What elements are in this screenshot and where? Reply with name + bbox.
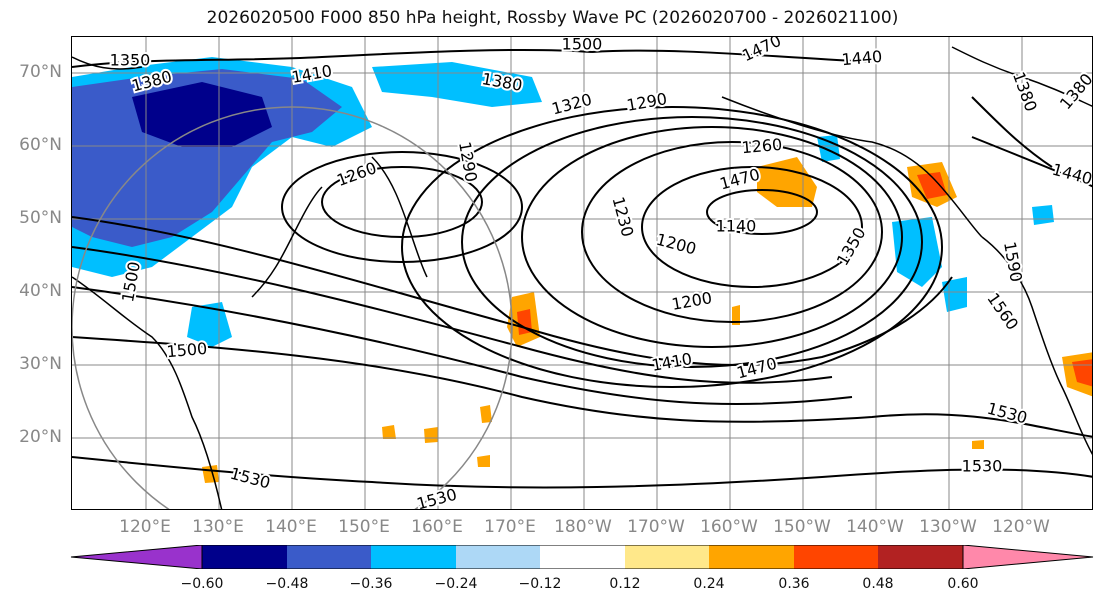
colorbar-segment: [625, 545, 709, 569]
colorbar-tick-label: −0.48: [265, 576, 309, 592]
height-contours: [72, 48, 1092, 489]
map-panel: 1350 1380 1410 1380 1500 1470 1440 1380 1320 1290…: [71, 36, 1093, 510]
colorbar-tick-label: −0.12: [518, 576, 562, 592]
colorbar-tick-label: −0.36: [349, 576, 393, 592]
latitude-label: 30°N: [19, 354, 62, 374]
colorbar-segment: [70, 545, 203, 569]
chart-title: 2026020500 F000 850 hPa height, Rossby W…: [206, 8, 899, 28]
colorbar-tick-label: −0.60: [180, 576, 224, 592]
contour-label: 1380: [1056, 70, 1093, 113]
longitude-label: 130°W: [919, 517, 977, 537]
longitude-label: 130°E: [192, 517, 244, 537]
contour-label: 1500: [166, 339, 208, 361]
colorbar-segment: [456, 545, 540, 569]
contour-label: 1470: [739, 37, 784, 65]
contour-label: 1440: [1050, 160, 1093, 189]
contour-label: 1260: [741, 135, 783, 157]
colorbar-tick-label: 0.60: [947, 576, 979, 592]
longitude-label: 120°W: [992, 517, 1050, 537]
longitude-label: 140°W: [846, 517, 904, 537]
latitude-label: 60°N: [19, 135, 62, 155]
contour-label: 1530: [985, 399, 1029, 428]
colorbar-tick-label: 0.12: [609, 576, 641, 592]
latitude-label: 50°N: [19, 208, 62, 228]
contour-label: 1530: [415, 485, 459, 510]
longitude-label: 150°E: [338, 517, 390, 537]
longitude-label: 140°E: [265, 517, 317, 537]
contour-label: 1560: [983, 289, 1022, 333]
longitude-label: 120°E: [119, 517, 171, 537]
colorbar-segment: [202, 545, 287, 569]
latitude-label: 20°N: [19, 427, 62, 447]
longitude-label: 170°E: [484, 517, 536, 537]
graticule: [72, 37, 1092, 509]
colorbar-segment: [962, 545, 1094, 569]
longitude-label: 160°E: [411, 517, 463, 537]
latitude-label: 40°N: [19, 281, 62, 301]
longitude-label: 180°W: [554, 517, 612, 537]
contour-label: 1200: [654, 230, 698, 259]
colorbar-segment: [709, 545, 794, 569]
latitude-label: 70°N: [19, 62, 62, 82]
contour-label: 1260: [334, 158, 379, 190]
contour-label: 1380: [1009, 69, 1041, 114]
longitude-label: 150°W: [773, 517, 831, 537]
contour-label: 1530: [962, 457, 1003, 476]
contour-label: 1530: [228, 464, 272, 493]
colorbar-segment: [540, 545, 625, 569]
colorbar-segment: [878, 545, 963, 569]
contour-label: 1350: [833, 224, 870, 269]
colorbar-tick-label: 0.48: [862, 576, 894, 592]
anomaly-shading: [72, 57, 1092, 483]
colorbar-tick-label: 0.36: [778, 576, 810, 592]
longitude-label: 160°W: [700, 517, 758, 537]
colorbar-tick-label: 0.24: [693, 576, 725, 592]
contour-label: 1140: [716, 217, 757, 236]
colorbar: [70, 545, 1094, 569]
longitude-label: 170°W: [627, 517, 685, 537]
contour-label: 1350: [110, 51, 151, 70]
contour-label: 1500: [562, 37, 603, 54]
colorbar-segment: [371, 545, 456, 569]
contour-label: 1230: [609, 195, 638, 239]
contour-label: 1290: [625, 89, 668, 115]
contour-label: 1440: [841, 47, 883, 69]
contour-label: 1470: [735, 354, 779, 383]
circle-overlay: [72, 106, 513, 509]
colorbar-segment: [287, 545, 371, 569]
colorbar-segment: [794, 545, 878, 569]
colorbar-tick-label: −0.24: [434, 576, 478, 592]
